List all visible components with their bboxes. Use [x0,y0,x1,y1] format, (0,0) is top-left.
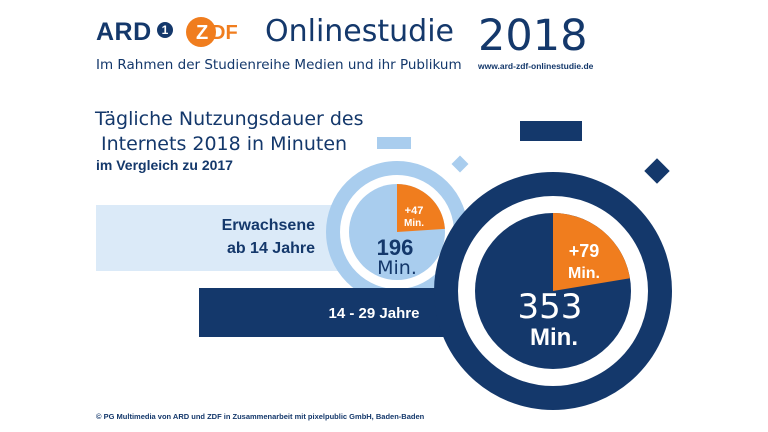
adults-total-value: 196 [377,235,414,260]
young-increase-value: +79 [569,241,600,261]
stopwatch-large-side-button [644,158,670,184]
adults-increase-unit: Min. [404,218,424,229]
ard-one-badge: 1 [157,22,173,38]
copyright-footer: © PG Multimedia von ARD und ZDF in Zusam… [96,412,425,421]
stopwatch-small: 196 Min. +47 Min. [326,137,469,303]
ard-logo: ARD [96,18,152,46]
subline: Im Rahmen der Studienreihe Medien und ih… [96,57,462,73]
year-label: 2018 [478,11,588,61]
zdf-logo: Z DF [186,17,238,47]
zdf-logo-df: DF [211,22,238,44]
young-label: 14 - 29 Jahre [329,305,420,322]
adults-label-line2: ab 14 Jahre [227,240,315,257]
page-title: Onlinestudie [265,14,455,49]
adults-total-unit: Min. [377,257,417,279]
pie-slice-young-increase [553,213,630,291]
young-total-unit: Min. [530,324,578,351]
stopwatch-small-side-button [451,155,469,173]
chart-title-line1: Tägliche Nutzungsdauer des [95,108,364,130]
website-url[interactable]: www.ard-zdf-onlinestudie.de [478,61,594,71]
adults-banner [96,205,350,271]
adults-increase-value: +47 [405,205,424,217]
young-total-value: 353 [518,287,583,327]
stopwatch-small-button [377,137,411,149]
chart-subtitle: im Vergleich zu 2017 [96,157,233,173]
young-increase-unit: Min. [568,265,600,282]
adults-label-line1: Erwachsene [222,217,315,234]
pie-slice-adults-increase [397,184,445,232]
zdf-logo-z: Z [196,22,208,44]
stopwatch-large-button [520,121,582,141]
stopwatch-large: +79 Min. 353 Min. [434,121,672,410]
chart-title-line2: Internets 2018 in Minuten [101,133,348,155]
